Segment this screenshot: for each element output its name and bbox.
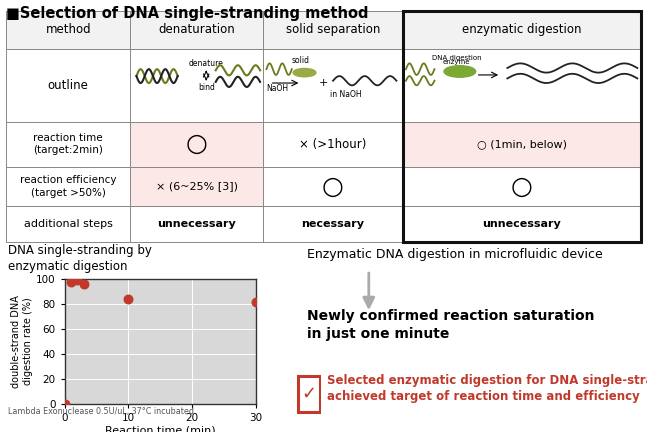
Bar [263, 11, 402, 49]
Text: × (6~25% [3]): × (6~25% [3]) [156, 181, 237, 191]
Y-axis label: double-strand DNA
digestion rate (%): double-strand DNA digestion rate (%) [11, 295, 33, 388]
Text: in NaOH: in NaOH [330, 90, 362, 99]
Point [250, 299, 261, 306]
Text: ○ (1min, below): ○ (1min, below) [477, 139, 567, 149]
Bar [6, 11, 130, 49]
Point [123, 295, 133, 302]
Text: solid separation: solid separation [286, 23, 380, 36]
Text: ✓: ✓ [301, 385, 316, 403]
Text: bind: bind [198, 83, 215, 92]
X-axis label: Reaction time (min): Reaction time (min) [105, 426, 215, 432]
Text: enzymatic digestion: enzymatic digestion [462, 23, 582, 36]
Bar [263, 167, 402, 206]
Text: × (>1hour): × (>1hour) [300, 138, 367, 151]
Bar [298, 376, 320, 412]
Text: NaOH: NaOH [267, 84, 289, 93]
Bar [130, 206, 263, 242]
Bar [130, 167, 263, 206]
Bar [263, 122, 402, 167]
Text: +: + [319, 78, 328, 88]
Text: Newly confirmed reaction saturation
in just one minute: Newly confirmed reaction saturation in j… [307, 309, 595, 341]
Text: reaction time
(target:2min): reaction time (target:2min) [34, 133, 104, 156]
Circle shape [293, 68, 316, 77]
Text: solid: solid [292, 56, 310, 64]
Bar [130, 11, 263, 49]
Text: ○: ○ [186, 132, 208, 156]
Bar [402, 206, 641, 242]
Text: Lambda Exonuclease 0.5U/uL, 37°C incubated: Lambda Exonuclease 0.5U/uL, 37°C incubat… [8, 407, 193, 416]
Point [72, 276, 83, 283]
Text: reaction efficiency
(target >50%): reaction efficiency (target >50%) [20, 175, 116, 198]
Bar [6, 206, 130, 242]
Text: method: method [45, 23, 91, 36]
Text: additional steps: additional steps [24, 219, 113, 229]
Bar [6, 167, 130, 206]
Bar [130, 49, 263, 122]
Text: unnecessary: unnecessary [157, 219, 236, 229]
Text: denaturation: denaturation [159, 23, 235, 36]
Bar [402, 122, 641, 167]
Bar [263, 206, 402, 242]
Text: Selected enzymatic digestion for DNA single-stranding,
achieved target of reacti: Selected enzymatic digestion for DNA sin… [327, 374, 647, 403]
Point [79, 280, 89, 287]
Text: necessary: necessary [302, 219, 364, 229]
Bar [130, 122, 263, 167]
Text: ○: ○ [510, 175, 532, 198]
Bar [402, 49, 641, 122]
Bar [6, 122, 130, 167]
Bar [402, 11, 641, 242]
Bar [402, 11, 641, 49]
Text: DNA digestion: DNA digestion [432, 55, 481, 61]
Text: ○: ○ [322, 175, 344, 198]
Bar [6, 49, 130, 122]
Point [66, 279, 76, 286]
Text: Enzymatic DNA digestion in microfluidic device: Enzymatic DNA digestion in microfluidic … [307, 248, 603, 261]
Bar [263, 49, 402, 122]
Text: DNA single-stranding by
enzymatic digestion: DNA single-stranding by enzymatic digest… [8, 244, 151, 273]
Text: ■Selection of DNA single-stranding method: ■Selection of DNA single-stranding metho… [6, 6, 369, 22]
Point [60, 400, 70, 407]
Text: enzyme: enzyme [443, 58, 470, 64]
Circle shape [444, 66, 476, 77]
Text: denature: denature [189, 59, 224, 68]
Text: unnecessary: unnecessary [482, 219, 561, 229]
Text: outline: outline [48, 79, 89, 92]
Bar [402, 167, 641, 206]
